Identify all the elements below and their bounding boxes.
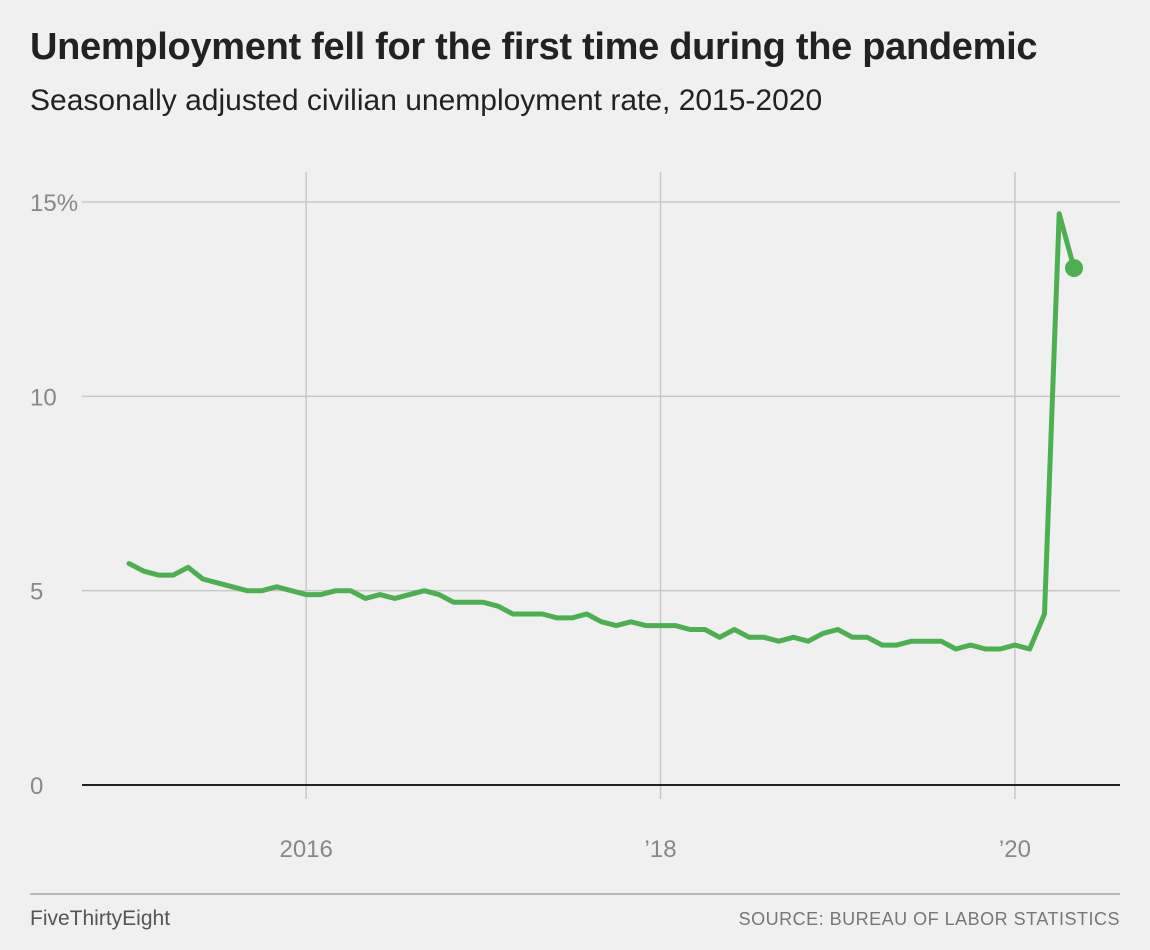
source-credit: SOURCE: BUREAU OF LABOR STATISTICS — [738, 909, 1120, 929]
x-tick-label: ’20 — [999, 836, 1031, 863]
x-tick-label: 2016 — [279, 836, 332, 863]
y-tick-label: 5 — [30, 579, 43, 606]
y-tick-label: 10 — [30, 384, 57, 411]
y-tick-label: 15% — [30, 190, 78, 217]
brand-logo-text: FiveThirtyEight — [30, 907, 171, 930]
latest-data-point — [1065, 259, 1083, 278]
chart-title: Unemployment fell for the first time dur… — [30, 26, 1038, 68]
series-line — [126, 211, 1077, 652]
footer-divider — [30, 893, 1120, 895]
chart-subtitle: Seasonally adjusted civilian unemploymen… — [30, 84, 823, 117]
y-tick-label: 0 — [30, 773, 43, 800]
x-tick-label: ’18 — [645, 836, 677, 863]
